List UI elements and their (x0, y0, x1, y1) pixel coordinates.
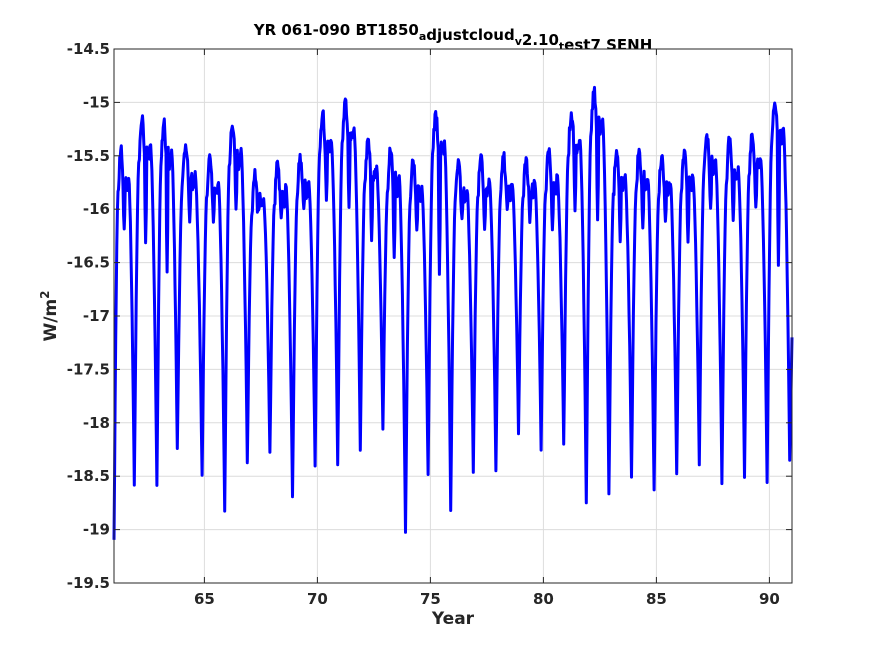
title-segment: 2.10 (522, 31, 559, 49)
y-tick-label: -15.5 (67, 147, 110, 165)
data-series-layer (112, 85, 794, 540)
x-tick-label: 90 (759, 590, 780, 608)
x-tick-label: 65 (194, 590, 215, 608)
y-tick-labels: -14.5 -15 -15.5 -16 -16.5 -17 -17.5 -18 -18.5 -19… (67, 40, 110, 592)
title-segment: djustcloud (426, 26, 514, 44)
x-tick-label: 80 (533, 590, 554, 608)
title-segment: YR 061-090 BT1850 (253, 21, 419, 39)
y-tick-label: -15 (83, 93, 110, 111)
y-tick-label: -18 (83, 414, 110, 432)
x-tick-label: 70 (307, 590, 328, 608)
y-tick-label: -18.5 (67, 467, 110, 485)
y-axis-label-base: W/m (41, 299, 61, 342)
x-tick-label: 85 (646, 590, 667, 608)
y-tick-label: -19 (83, 521, 110, 539)
y-axis-label: W/m2 (38, 290, 61, 341)
series-line (112, 85, 794, 540)
x-tick-label: 75 (420, 590, 441, 608)
y-tick-label: -16 (83, 200, 110, 218)
title-segment: a (419, 30, 426, 43)
y-tick-label: -17 (83, 307, 110, 325)
y-tick-label: -16.5 (67, 254, 110, 272)
y-tick-label: -19.5 (67, 574, 110, 592)
title-segment: v (515, 35, 523, 48)
y-tick-label: -14.5 (67, 40, 110, 58)
x-axis-label: Year (431, 609, 475, 629)
x-tick-labels: 65 70 75 80 85 90 (194, 590, 780, 608)
y-axis-label-superscript: 2 (38, 290, 52, 298)
y-tick-label: -17.5 (67, 360, 110, 378)
title-segment: t (559, 40, 564, 53)
tick-marks (114, 48, 792, 584)
